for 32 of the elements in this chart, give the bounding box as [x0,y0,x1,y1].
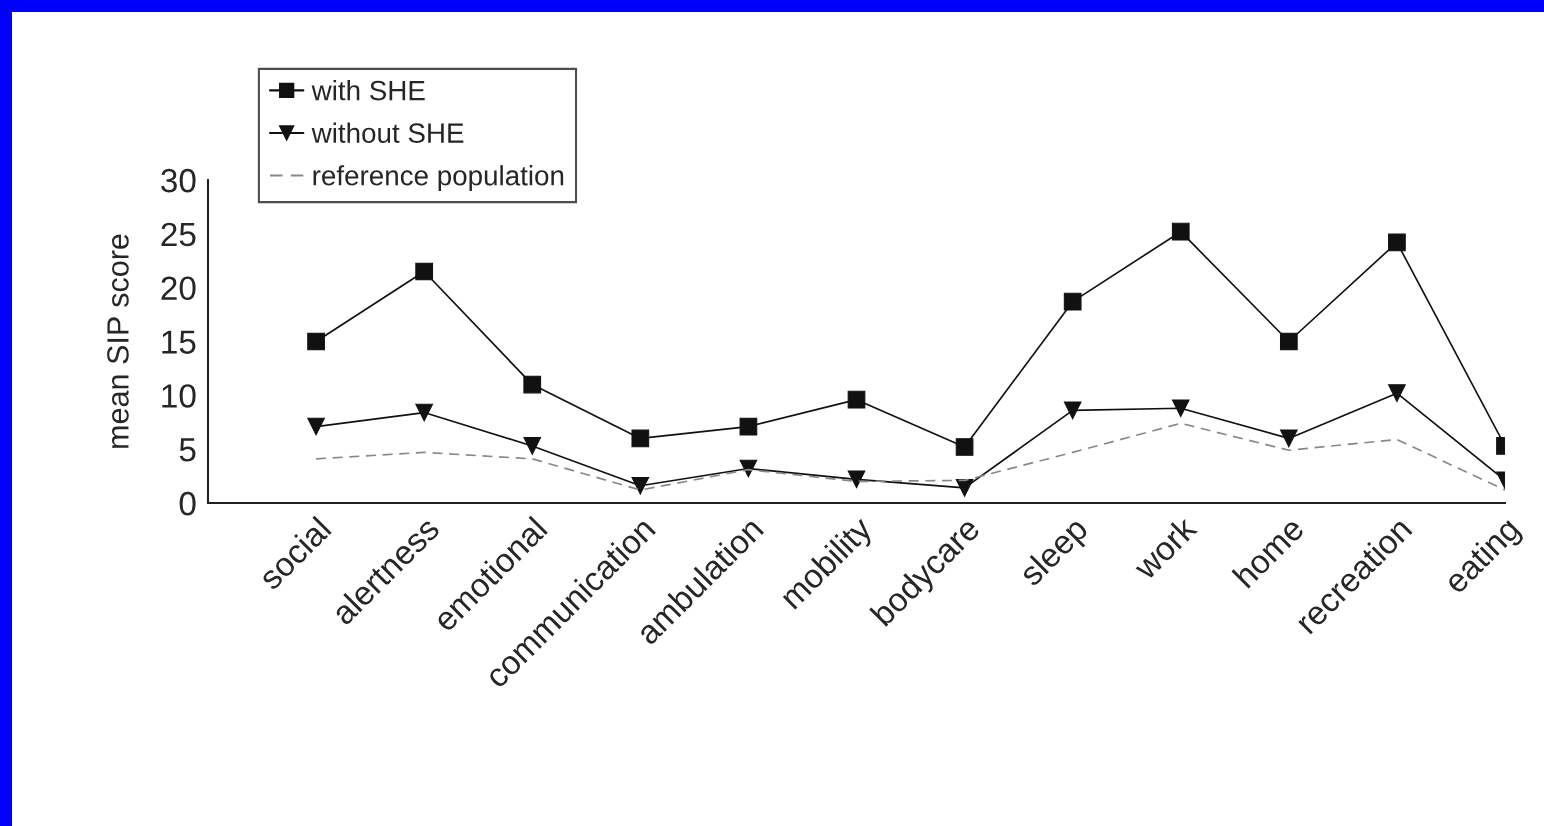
legend-label: reference population [313,165,564,192]
point [523,437,542,455]
point [1171,222,1190,241]
point [739,417,758,436]
point [1388,233,1406,252]
y-tick-label: 25 [161,222,196,247]
legend-label: with SHE [311,80,425,101]
point [307,332,325,351]
y-tick-label: 0 [179,491,196,516]
y-tick-label: 30 [161,168,196,193]
point [415,403,434,422]
point [1063,292,1082,311]
y-tick-label: 10 [162,384,196,408]
point [631,476,650,495]
point [1279,429,1298,448]
point [415,262,434,281]
point [307,417,325,436]
point [1388,384,1406,403]
y-tick-label: 5 [179,438,196,462]
legend-label: without SHE [311,122,464,143]
point [631,429,650,448]
point [1171,399,1190,418]
point [955,479,974,497]
point [847,470,866,489]
point [955,438,974,456]
point [847,390,866,409]
point [1279,332,1298,351]
y-tick-label: 20 [161,276,196,301]
point [523,375,542,394]
point [1063,401,1082,420]
y-axis-title: mean SIP score [107,234,129,448]
y-tick-label: 15 [162,330,196,354]
